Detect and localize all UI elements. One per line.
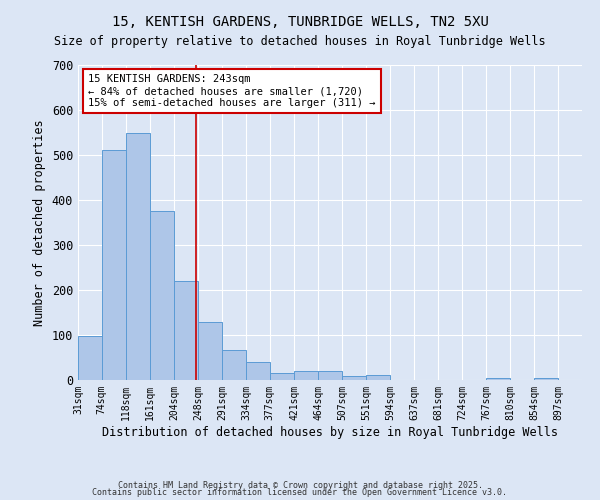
- Bar: [150, 211, 174, 380]
- Bar: [174, 281, 199, 380]
- Y-axis label: Number of detached properties: Number of detached properties: [33, 119, 46, 326]
- Bar: [486, 378, 510, 380]
- Bar: [294, 371, 318, 380]
- Bar: [535, 378, 558, 380]
- Text: Contains HM Land Registry data © Crown copyright and database right 2025.: Contains HM Land Registry data © Crown c…: [118, 480, 482, 490]
- X-axis label: Distribution of detached houses by size in Royal Tunbridge Wells: Distribution of detached houses by size …: [102, 426, 558, 438]
- Text: 15, KENTISH GARDENS, TUNBRIDGE WELLS, TN2 5XU: 15, KENTISH GARDENS, TUNBRIDGE WELLS, TN…: [112, 15, 488, 29]
- Bar: [342, 376, 367, 380]
- Bar: [270, 373, 294, 380]
- Bar: [126, 133, 150, 380]
- Text: Contains public sector information licensed under the Open Government Licence v3: Contains public sector information licen…: [92, 488, 508, 497]
- Text: 15 KENTISH GARDENS: 243sqm
← 84% of detached houses are smaller (1,720)
15% of s: 15 KENTISH GARDENS: 243sqm ← 84% of deta…: [88, 74, 376, 108]
- Bar: [78, 336, 102, 380]
- Bar: [199, 322, 222, 380]
- Text: Size of property relative to detached houses in Royal Tunbridge Wells: Size of property relative to detached ho…: [54, 35, 546, 48]
- Bar: [318, 371, 342, 380]
- Bar: [222, 350, 246, 380]
- Bar: [246, 362, 270, 380]
- Bar: [102, 150, 126, 380]
- Bar: [367, 375, 390, 380]
